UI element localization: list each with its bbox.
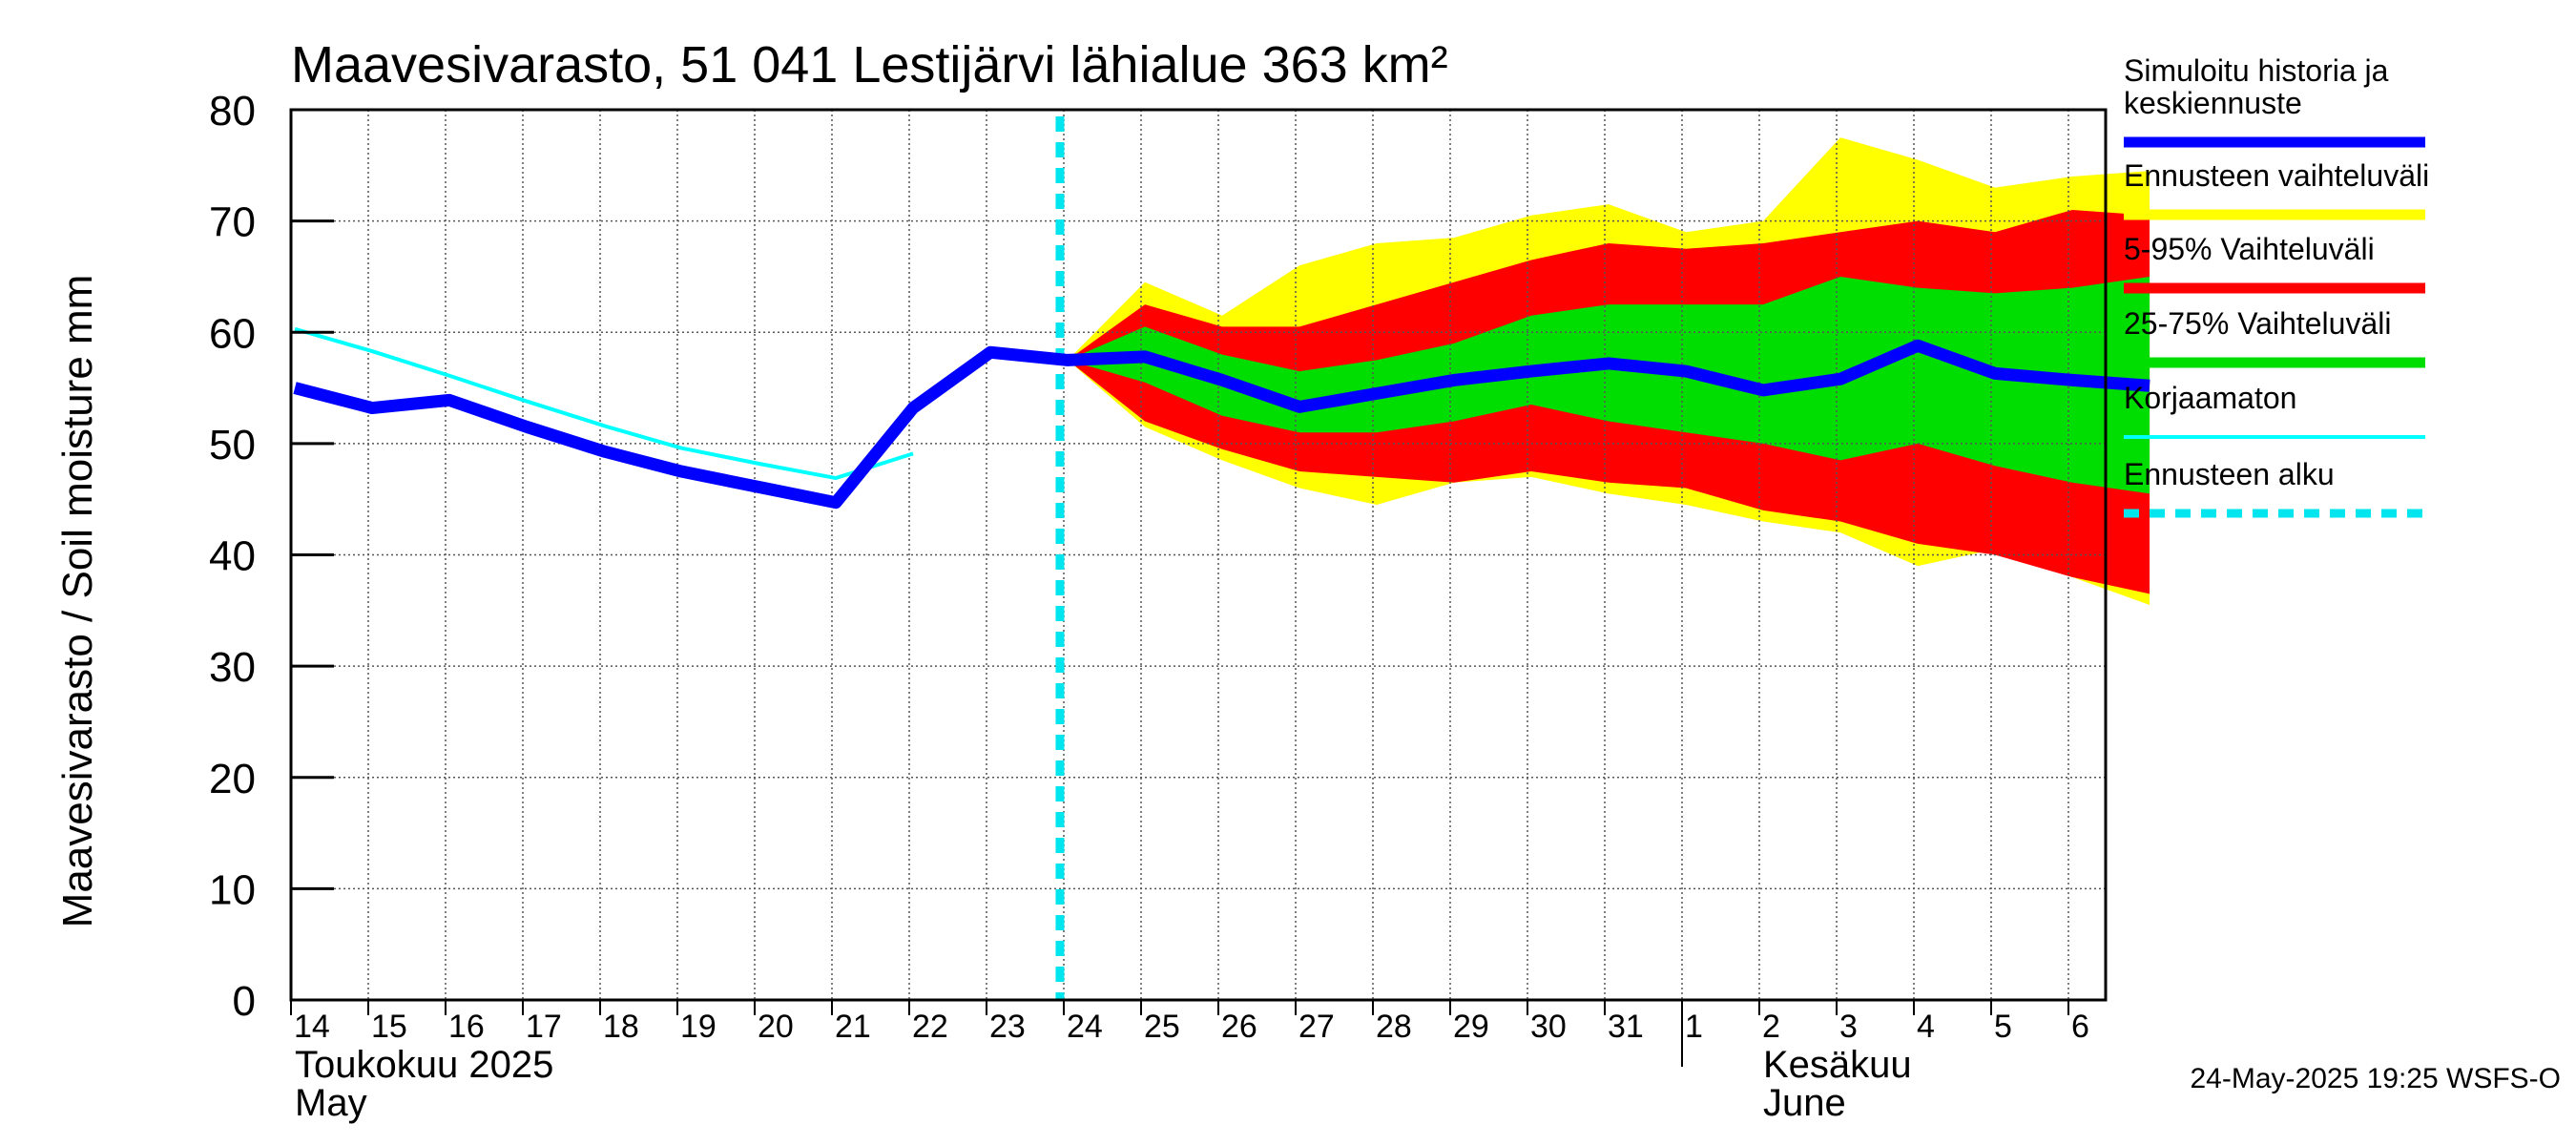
x-tick-label-18: 1 <box>1685 1009 1703 1045</box>
forecast-bands <box>1068 137 2150 605</box>
x-tick-label-9: 23 <box>989 1009 1026 1045</box>
x-tick-label-15: 29 <box>1453 1009 1489 1045</box>
x-tick-label-3: 17 <box>526 1009 562 1045</box>
x-tick-label-21: 4 <box>1917 1009 1935 1045</box>
y-axis: 0 10 20 30 40 50 60 70 80 <box>209 88 334 1025</box>
x-tick-label-0: 14 <box>294 1009 330 1045</box>
y-tick-label-3: 30 <box>209 644 256 691</box>
legend-label-2: 5-95% Vaihteluväli <box>2124 232 2375 266</box>
x-tick-label-10: 24 <box>1067 1009 1103 1045</box>
y-tick-label-4: 40 <box>209 533 256 580</box>
y-tick-label-8: 80 <box>209 88 256 135</box>
legend-label-1: Ennusteen vaihteluväli <box>2124 158 2429 193</box>
month-label-0-en: May <box>295 1082 367 1124</box>
x-tick-label-17: 31 <box>1608 1009 1644 1045</box>
x-tick-label-19: 2 <box>1762 1009 1780 1045</box>
legend-label-5: Ennusteen alku <box>2124 457 2335 491</box>
x-tick-label-14: 28 <box>1376 1009 1412 1045</box>
y-tick-label-1: 10 <box>209 866 256 913</box>
y-axis-label: Maavesivarasto / Soil moisture mm <box>54 275 101 928</box>
grid-lines <box>291 110 2106 1000</box>
x-tick-label-8: 22 <box>912 1009 948 1045</box>
x-tick-label-16: 30 <box>1530 1009 1567 1045</box>
month-label-0-fi: Toukokuu 2025 <box>295 1044 553 1086</box>
y-tick-label-0: 0 <box>233 978 256 1025</box>
y-tick-label-7: 70 <box>209 199 256 246</box>
series-line-simulated <box>293 339 2150 510</box>
x-tick-label-22: 5 <box>1994 1009 2012 1045</box>
x-tick-label-23: 6 <box>2071 1009 2089 1045</box>
y-tick-label-2: 20 <box>209 756 256 802</box>
x-tick-label-11: 25 <box>1144 1009 1180 1045</box>
x-tick-label-20: 3 <box>1839 1009 1858 1045</box>
y-tick-label-5: 50 <box>209 422 256 468</box>
legend-label-4: Korjaamaton <box>2124 381 2296 415</box>
x-tick-label-12: 26 <box>1221 1009 1257 1045</box>
series-lines <box>293 326 2150 510</box>
x-tick-label-1: 15 <box>371 1009 407 1045</box>
x-tick-label-4: 18 <box>603 1009 639 1045</box>
band-2 <box>1068 276 2150 494</box>
legend-label-3: 25-75% Vaihteluväli <box>2124 306 2391 341</box>
x-tick-label-13: 27 <box>1298 1009 1335 1045</box>
month-label-1-en: June <box>1763 1082 1846 1124</box>
x-tick-label-2: 16 <box>448 1009 485 1045</box>
chart-title: Maavesivarasto, 51 041 Lestijärvi lähial… <box>291 36 1448 94</box>
series-line-uncorrected <box>294 326 914 481</box>
month-label-1-fi: Kesäkuu <box>1763 1044 1912 1086</box>
x-tick-label-5: 19 <box>680 1009 717 1045</box>
legend-label-0-1: keskiennuste <box>2124 86 2302 120</box>
timestamp: 24-May-2025 19:25 WSFS-O <box>2191 1063 2562 1094</box>
x-tick-label-7: 21 <box>835 1009 871 1045</box>
x-axis: 14 15 16 17 18 19 20 21 22 23 24 25 26 27 28 29 30 31 1 2 3 4… <box>290 1000 2089 1067</box>
x-tick-label-6: 20 <box>758 1009 794 1045</box>
y-tick-label-6: 60 <box>209 310 256 357</box>
legend-label-0-0: Simuloitu historia ja <box>2124 53 2389 88</box>
